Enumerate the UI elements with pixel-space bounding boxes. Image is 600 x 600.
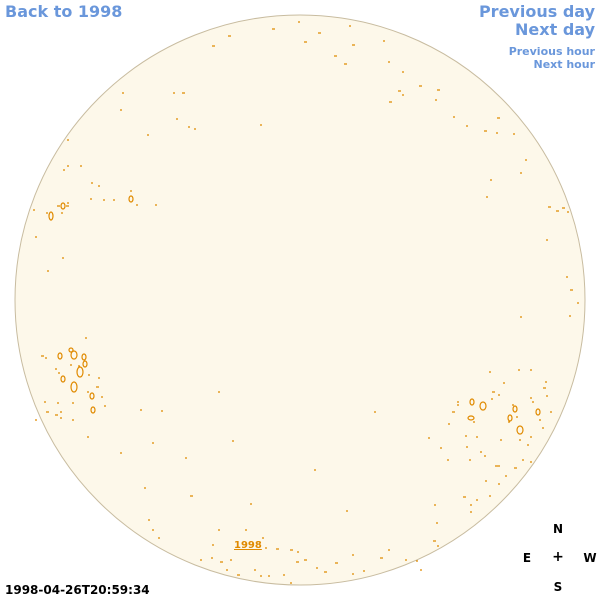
magnetic-contours <box>33 21 579 584</box>
solar-disk <box>14 14 586 586</box>
previous-day-link[interactable]: Previous day <box>478 2 595 21</box>
compass-center: + <box>552 549 564 565</box>
compass-east: E <box>522 551 532 565</box>
next-day-link[interactable]: Next day <box>515 20 595 39</box>
next-hour-link[interactable]: Next hour <box>533 58 596 71</box>
compass-south: S <box>553 580 563 594</box>
compass-north: N <box>552 522 564 536</box>
previous-hour-link[interactable]: Previous hour <box>508 45 595 58</box>
disk-year-label[interactable]: 1998 <box>234 540 262 551</box>
back-to-year-link[interactable]: Back to 1998 <box>5 2 123 21</box>
observation-timestamp: 1998-04-26T20:59:34 <box>5 583 150 597</box>
compass-west: W <box>583 551 597 565</box>
